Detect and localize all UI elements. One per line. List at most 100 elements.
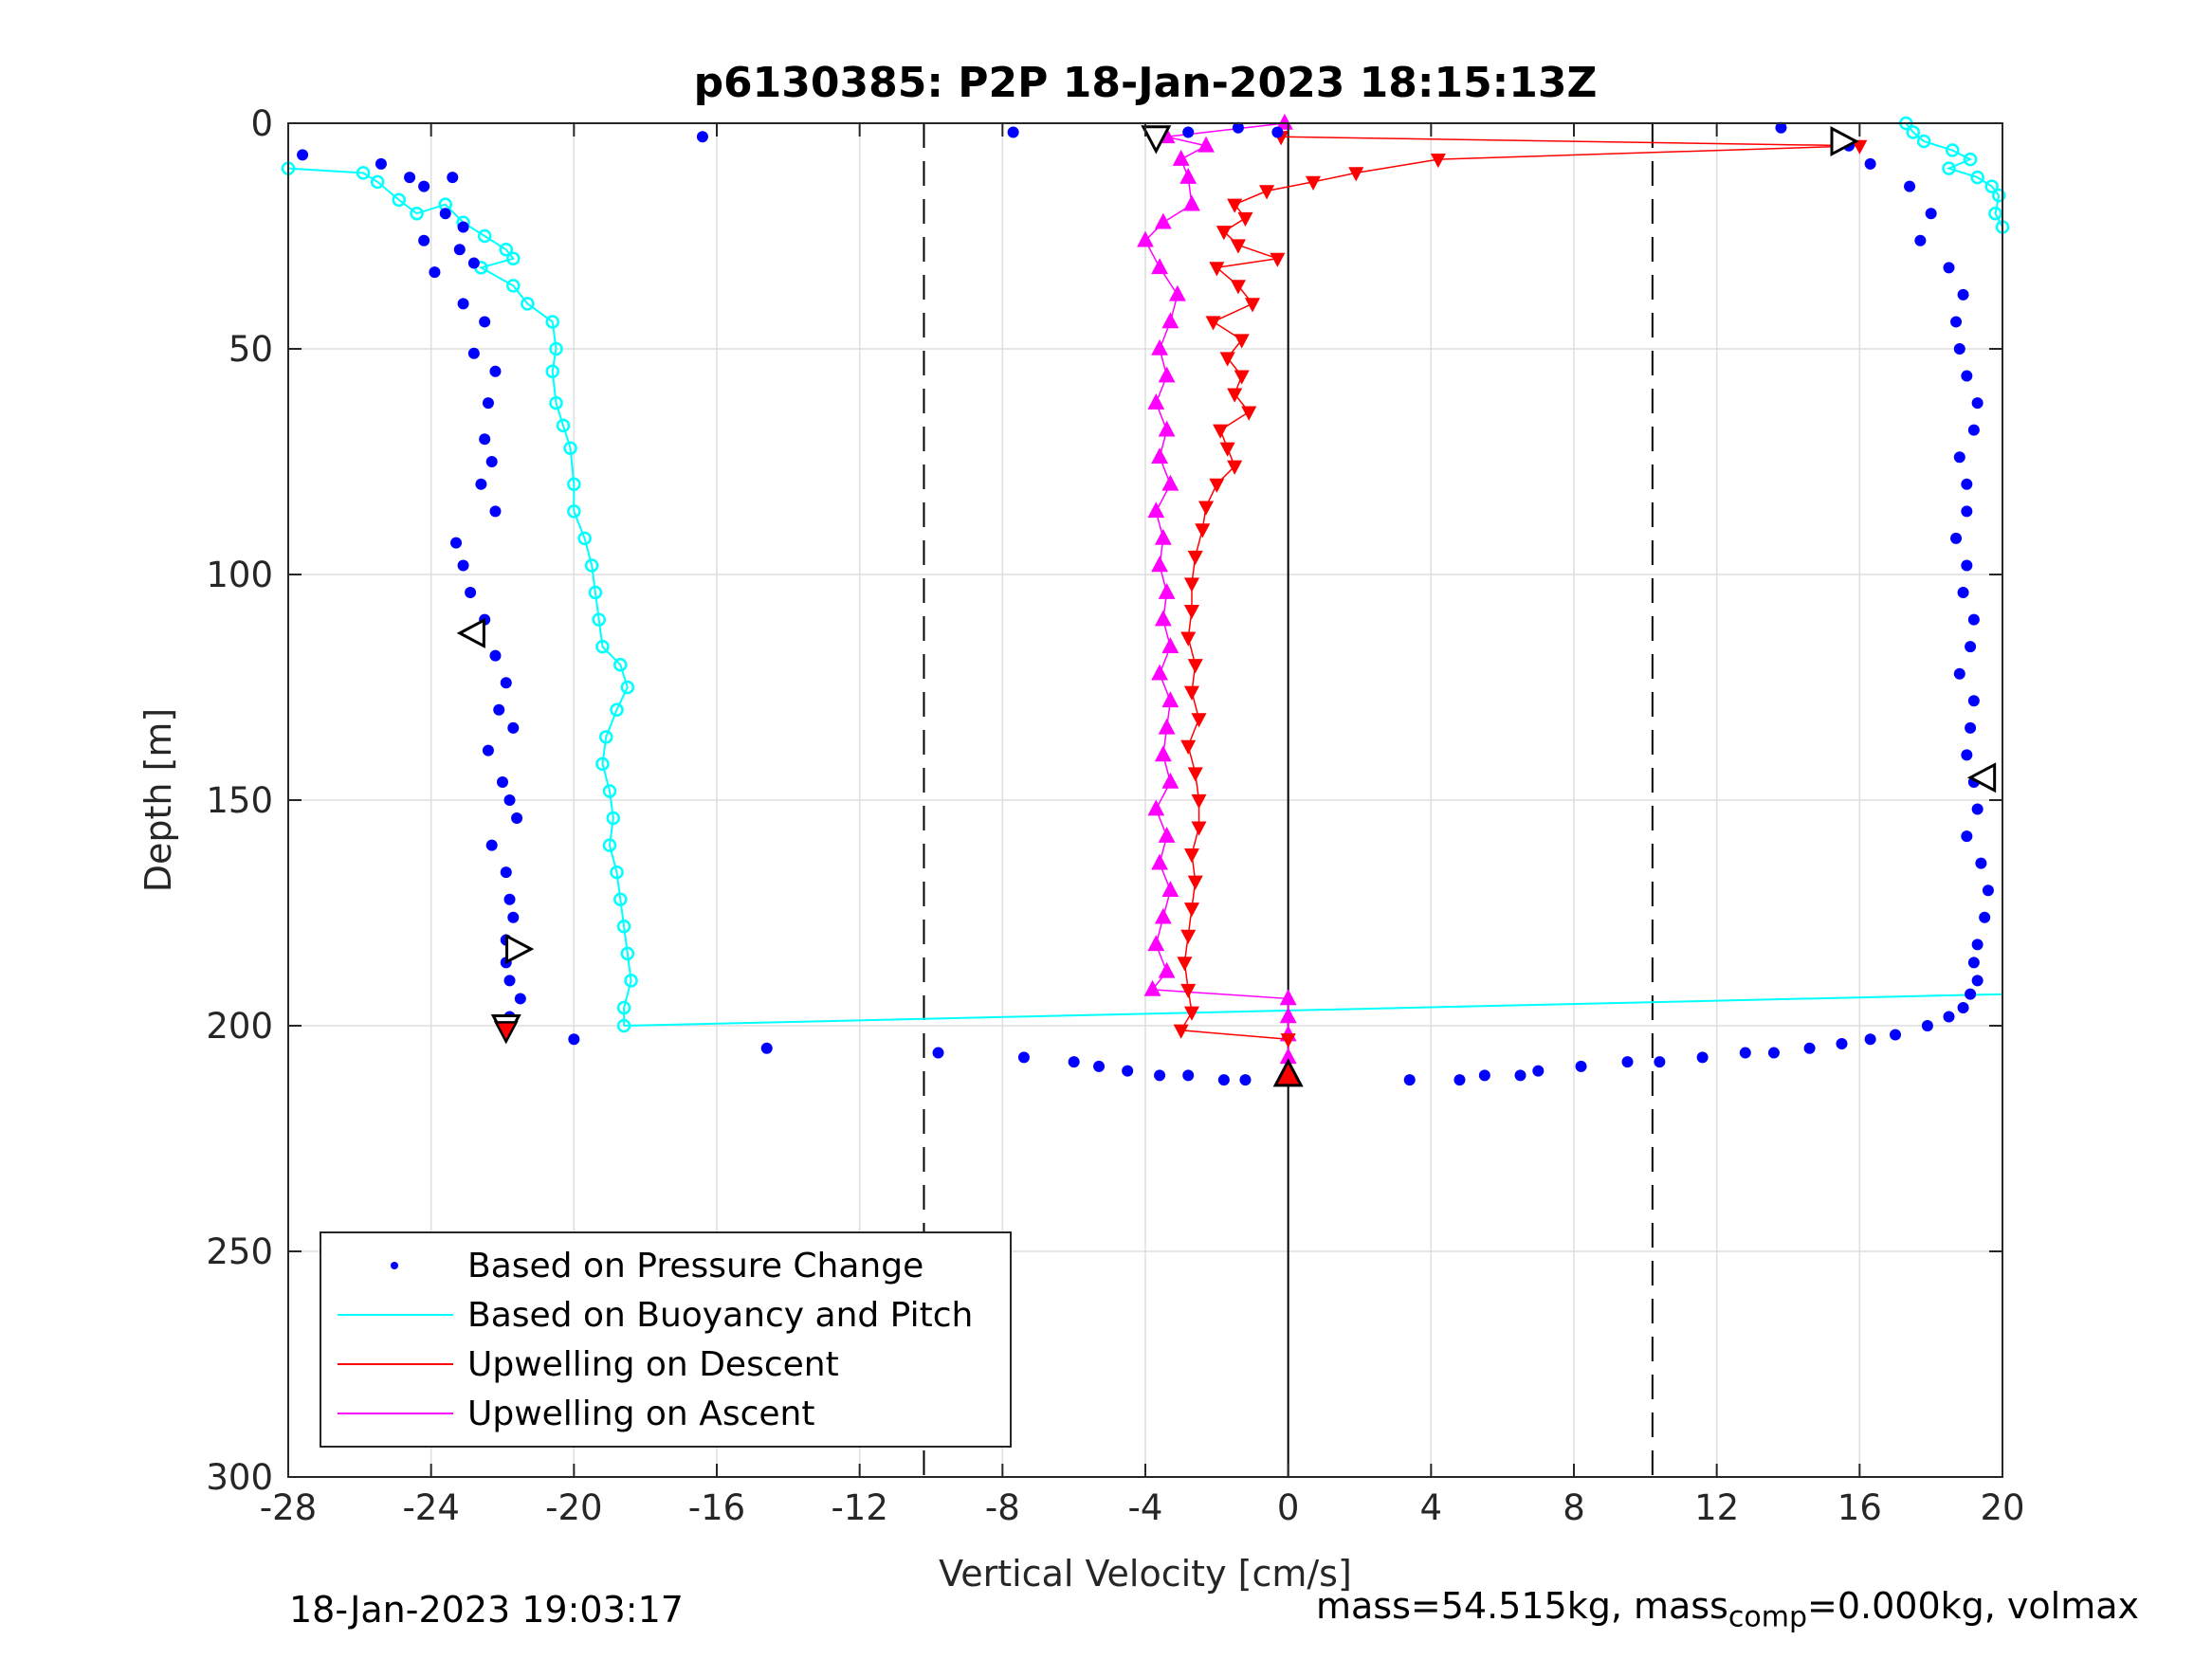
x-tick-label: -20 bbox=[545, 1487, 602, 1528]
buoyancy-descent-line bbox=[287, 167, 632, 1026]
upwelling-ascent-point bbox=[1147, 393, 1165, 410]
pressure-point bbox=[1182, 1069, 1195, 1082]
data-layer bbox=[281, 113, 2010, 1087]
open-triangle-marker bbox=[505, 934, 535, 965]
upwelling-ascent-point bbox=[1154, 528, 1172, 545]
buoyancy-point bbox=[616, 1000, 631, 1015]
upwelling-ascent-point bbox=[1158, 420, 1176, 437]
upwelling-ascent-point bbox=[1161, 691, 1179, 708]
pressure-point bbox=[1965, 641, 1977, 653]
buoyancy-point bbox=[549, 341, 563, 356]
pressure-point bbox=[568, 1033, 580, 1046]
upwelling-ascent-point bbox=[1154, 610, 1172, 627]
buoyancy-point bbox=[584, 558, 599, 573]
pressure-point bbox=[1961, 830, 1973, 843]
legend-label: Based on Pressure Change bbox=[467, 1247, 923, 1285]
pressure-point bbox=[1953, 343, 1965, 355]
buoyancy-point bbox=[477, 228, 492, 244]
upwelling-ascent-point bbox=[1154, 745, 1172, 762]
buoyancy-point bbox=[1916, 134, 1931, 149]
upwelling-descent-point bbox=[1230, 280, 1246, 295]
buoyancy-point bbox=[563, 441, 577, 455]
x-tick-label: 4 bbox=[1420, 1487, 1443, 1528]
upwelling-descent-point bbox=[1187, 767, 1203, 782]
buoyancy-point bbox=[613, 892, 628, 906]
upwelling-descent-point bbox=[1209, 478, 1225, 493]
y-tick-label: 0 bbox=[250, 103, 273, 144]
pressure-point bbox=[457, 298, 469, 310]
pressure-point bbox=[1836, 1038, 1848, 1050]
pressure-point bbox=[1532, 1065, 1545, 1077]
upwelling-descent-point bbox=[1244, 298, 1261, 313]
pressure-point bbox=[1921, 1020, 1933, 1031]
pressure-point bbox=[497, 775, 508, 788]
upwelling-ascent-point bbox=[1147, 501, 1165, 519]
buoyancy-point bbox=[410, 206, 424, 221]
upwelling-ascent-point bbox=[1137, 230, 1154, 247]
pressure-point bbox=[1982, 884, 1994, 897]
pressure-point bbox=[1478, 1069, 1490, 1082]
pressure-point bbox=[418, 180, 430, 192]
pressure-point bbox=[450, 537, 463, 549]
pressure-point bbox=[511, 812, 523, 825]
buoyancy-point bbox=[356, 166, 371, 180]
pressure-point bbox=[1621, 1056, 1634, 1068]
upwelling-ascent-point bbox=[1158, 718, 1176, 735]
upwelling-descent-point bbox=[1187, 659, 1203, 674]
pressure-point bbox=[1154, 1069, 1166, 1082]
legend-swatch bbox=[391, 1262, 398, 1269]
pressure-point bbox=[482, 397, 494, 410]
pressure-point bbox=[1068, 1056, 1080, 1068]
pressure-point bbox=[479, 433, 491, 446]
upwelling-descent-point bbox=[1219, 352, 1235, 367]
buoyancy-point bbox=[620, 946, 635, 961]
footer-mass-rest: =0.000kg, volmax bbox=[1807, 1585, 2140, 1627]
upwelling-descent-point bbox=[1237, 211, 1253, 228]
upwelling-descent-point bbox=[1259, 185, 1275, 200]
pressure-point bbox=[457, 221, 469, 233]
upwelling-descent-line bbox=[1179, 136, 1860, 1041]
pressure-point bbox=[1943, 262, 1955, 274]
pressure-point bbox=[1957, 1001, 1969, 1013]
buoyancy-crossover-line bbox=[624, 993, 2003, 1027]
buoyancy-point bbox=[499, 243, 514, 257]
buoyancy-point bbox=[545, 364, 559, 379]
pressure-point bbox=[1914, 234, 1927, 246]
upwelling-descent-point bbox=[1195, 523, 1211, 538]
pressure-point bbox=[479, 316, 491, 328]
x-tick-label: 12 bbox=[1694, 1487, 1739, 1528]
pressure-point bbox=[1971, 803, 1983, 815]
upwelling-descent-point bbox=[1183, 902, 1199, 918]
upwelling-descent-point bbox=[1191, 713, 1207, 728]
pressure-point bbox=[485, 456, 498, 467]
pressure-point bbox=[1017, 1051, 1030, 1064]
upwelling-descent-point bbox=[1219, 442, 1235, 457]
upwelling-ascent-point bbox=[1158, 582, 1176, 599]
buoyancy-point bbox=[567, 504, 581, 519]
upwelling-ascent-point bbox=[1197, 136, 1215, 153]
x-tick-label: -28 bbox=[260, 1487, 317, 1528]
pressure-point bbox=[485, 839, 498, 851]
pressure-point bbox=[1739, 1047, 1751, 1059]
upwelling-descent-point bbox=[1216, 226, 1232, 241]
pressure-point bbox=[696, 131, 708, 143]
upwelling-ascent-point bbox=[1168, 284, 1186, 301]
y-tick-label: 50 bbox=[229, 329, 273, 370]
upwelling-descent-point bbox=[1306, 175, 1322, 191]
pressure-point bbox=[467, 257, 480, 269]
pressure-point bbox=[1122, 1065, 1134, 1077]
pressure-point bbox=[1965, 721, 1977, 734]
pressure-point bbox=[932, 1047, 944, 1059]
upwelling-descent-point bbox=[1180, 929, 1197, 944]
y-tick-label: 150 bbox=[206, 780, 273, 821]
pressure-point bbox=[465, 587, 477, 599]
footer-mass-sub: comp bbox=[1728, 1600, 1808, 1634]
y-tick-label: 200 bbox=[206, 1006, 273, 1047]
upwelling-descent-point bbox=[1187, 875, 1203, 890]
upwelling-descent-point bbox=[1177, 957, 1193, 972]
x-tick-label: -8 bbox=[985, 1487, 1020, 1528]
pressure-point bbox=[489, 649, 502, 662]
upwelling-ascent-point bbox=[1154, 907, 1172, 924]
upwelling-ascent-point bbox=[1161, 312, 1179, 329]
buoyancy-point bbox=[616, 1018, 631, 1033]
